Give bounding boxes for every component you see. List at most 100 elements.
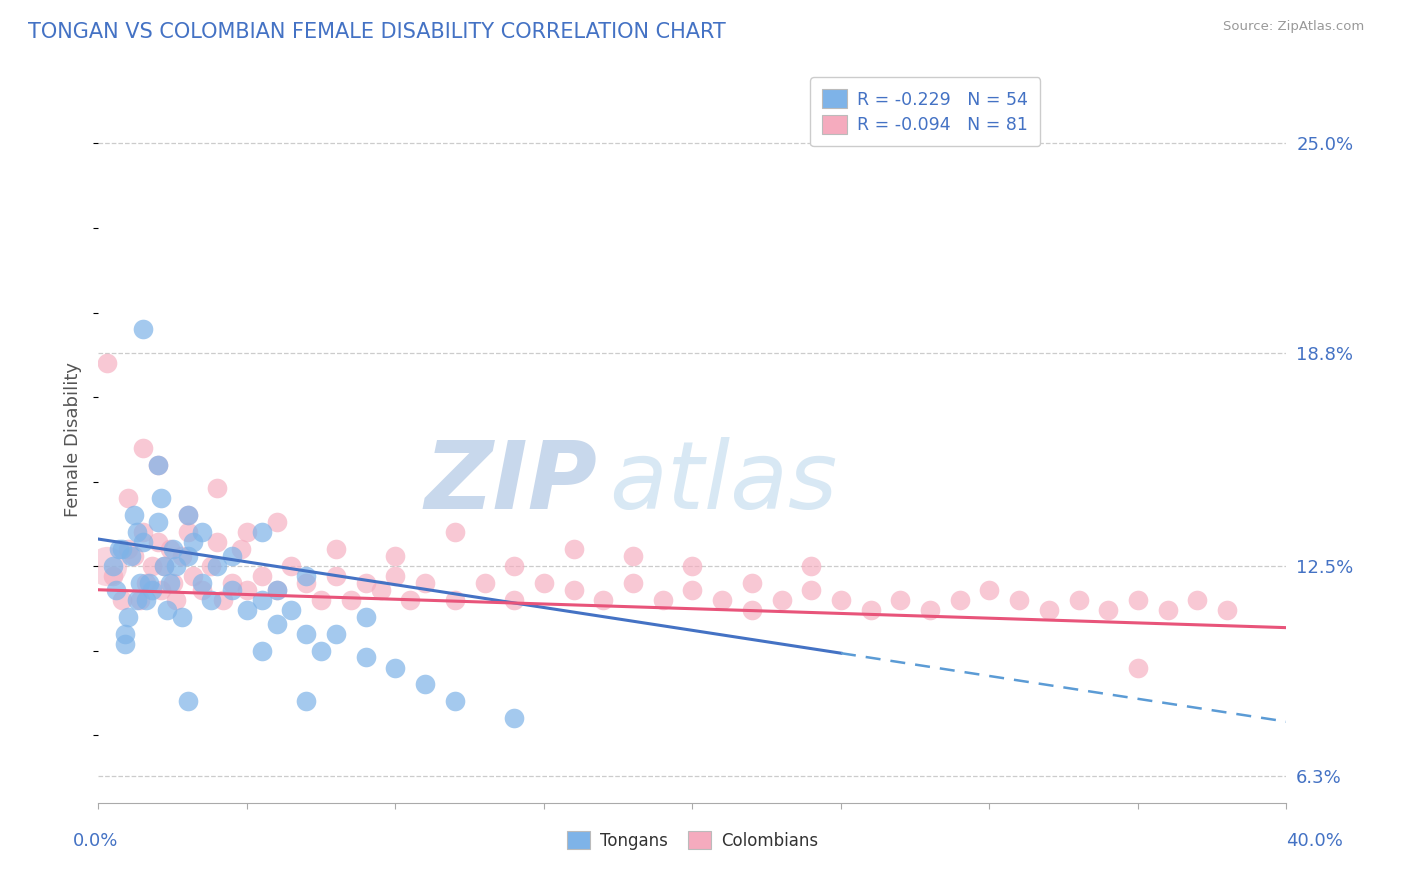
Point (146, 515, 169, 529)
Point (800, 559, 823, 574)
Point (159, 576, 181, 591)
Point (165, 559, 187, 574)
Point (250, 569, 273, 583)
Point (120, 549, 142, 563)
Point (444, 694, 467, 708)
Point (117, 542, 139, 557)
Point (125, 593, 148, 607)
Point (149, 582, 172, 597)
Point (221, 582, 243, 597)
Point (621, 576, 644, 591)
Point (162, 542, 184, 557)
Point (165, 593, 187, 607)
Point (592, 593, 614, 607)
Point (266, 515, 288, 529)
Point (191, 582, 214, 597)
Point (103, 569, 125, 583)
Point (889, 593, 911, 607)
Point (149, 491, 172, 506)
Point (681, 559, 703, 574)
Point (280, 559, 302, 574)
Point (920, 603, 942, 617)
Point (141, 582, 163, 597)
Point (354, 610, 377, 624)
Point (105, 582, 128, 597)
Point (129, 576, 152, 591)
Point (1126, 593, 1149, 607)
Point (295, 569, 318, 583)
Point (207, 481, 229, 495)
Point (354, 576, 377, 591)
Point (325, 626, 347, 640)
Point (949, 593, 972, 607)
Point (176, 508, 198, 523)
Y-axis label: Female Disability: Female Disability (65, 362, 83, 516)
Point (191, 576, 214, 591)
Point (141, 559, 163, 574)
Point (266, 582, 288, 597)
Text: Source: ZipAtlas.com: Source: ZipAtlas.com (1223, 20, 1364, 33)
Point (474, 576, 496, 591)
Point (250, 593, 273, 607)
Text: atlas: atlas (609, 437, 838, 528)
Point (1038, 603, 1060, 617)
Point (176, 525, 198, 540)
Point (132, 322, 155, 336)
Point (152, 559, 174, 574)
Point (207, 559, 229, 574)
Point (800, 582, 823, 597)
Point (96, 559, 118, 574)
Point (1187, 593, 1209, 607)
Point (159, 542, 181, 557)
Point (741, 603, 763, 617)
Point (309, 593, 332, 607)
Point (135, 576, 157, 591)
Point (117, 610, 139, 624)
Point (859, 603, 882, 617)
Point (711, 593, 734, 607)
Point (1097, 603, 1119, 617)
Point (384, 569, 406, 583)
Point (111, 593, 134, 607)
Point (114, 626, 136, 640)
Point (103, 559, 125, 574)
Point (132, 535, 155, 549)
Point (413, 677, 436, 691)
Point (117, 491, 139, 506)
Point (183, 535, 205, 549)
Point (295, 576, 318, 591)
Point (1067, 593, 1090, 607)
Point (399, 593, 422, 607)
Point (212, 593, 235, 607)
Point (325, 569, 347, 583)
Point (176, 694, 198, 708)
Point (830, 593, 852, 607)
Point (132, 441, 155, 455)
Point (176, 508, 198, 523)
Point (200, 559, 222, 574)
Point (533, 576, 555, 591)
Point (170, 610, 193, 624)
Point (266, 582, 288, 597)
Point (152, 559, 174, 574)
Point (280, 603, 302, 617)
Point (146, 458, 169, 472)
Point (111, 542, 134, 557)
Point (1216, 603, 1239, 617)
Point (295, 626, 318, 640)
Point (236, 582, 259, 597)
Point (250, 525, 273, 540)
Point (266, 616, 288, 631)
Point (1126, 660, 1149, 674)
Point (681, 582, 703, 597)
Point (562, 542, 585, 557)
Point (132, 525, 155, 540)
Point (444, 593, 467, 607)
Point (1156, 603, 1178, 617)
Point (562, 582, 585, 597)
Point (138, 576, 160, 591)
Point (156, 603, 179, 617)
Point (221, 549, 243, 563)
Point (651, 593, 673, 607)
Point (229, 542, 252, 557)
